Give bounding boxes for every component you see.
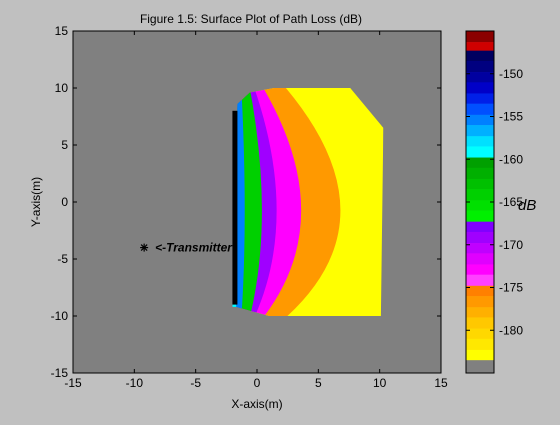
colorbar-segment	[466, 328, 494, 340]
contour-band	[232, 88, 245, 316]
x-axis-ticks: -15 -10 -5 0 5 10 15	[64, 31, 448, 390]
transmitter-layer: <-Transmitter	[140, 241, 233, 255]
chart-title: Figure 1.5: Surface Plot of Path Loss (d…	[140, 12, 362, 26]
y-axis-label: Y-axis(m)	[29, 177, 43, 227]
colorbar-segment	[466, 274, 494, 287]
y-tick-label: -5	[57, 252, 68, 266]
colorbar-segment	[466, 221, 494, 233]
y-tick-label: 10	[55, 81, 69, 95]
y-tick-label: 0	[61, 195, 68, 209]
colorbar-segment	[466, 296, 494, 308]
x-tick-label: 5	[315, 376, 322, 390]
colorbar-segment	[466, 189, 494, 201]
transmitter-label: <-Transmitter	[155, 241, 233, 255]
colorbar-ticks: -150 -155 -160 -165 -170 -175 -180	[466, 67, 523, 337]
colorbar-segment	[466, 231, 494, 244]
colorbar-segment	[466, 253, 494, 265]
wall-bar	[232, 110, 238, 305]
colorbar-segment	[466, 114, 494, 126]
y-tick-label: 15	[55, 24, 69, 38]
surface-region	[232, 88, 384, 316]
colorbar-segment	[466, 167, 494, 180]
colorbar-segment	[466, 349, 494, 361]
colorbar-tick-label: -150	[499, 67, 523, 81]
colorbar	[465, 30, 495, 374]
colorbar-segment	[466, 264, 494, 275]
colorbar-segment	[466, 157, 494, 169]
x-tick-label: -15	[64, 376, 82, 390]
colorbar-segment	[466, 178, 494, 190]
colorbar-label: dB	[518, 197, 536, 214]
colorbar-segment	[466, 200, 494, 211]
wall-layer	[232, 110, 238, 305]
colorbar-segment	[466, 50, 494, 62]
colorbar-segment	[466, 72, 494, 83]
colorbar-segment	[466, 146, 494, 158]
x-tick-label: -5	[190, 376, 201, 390]
x-tick-label: 0	[254, 376, 261, 390]
colorbar-segment	[466, 42, 494, 51]
colorbar-segment	[466, 307, 494, 318]
colorbar-segment	[466, 338, 494, 351]
x-tick-label: -10	[126, 376, 144, 390]
colorbar-tick-label: -175	[499, 281, 523, 295]
colorbar-tick-label: -160	[499, 152, 523, 166]
colorbar-segment	[466, 136, 494, 147]
colorbar-tick-label: -170	[499, 238, 523, 252]
colorbar-segment	[466, 93, 494, 104]
y-tick-label: -15	[51, 366, 69, 380]
y-tick-label: 5	[61, 138, 68, 152]
colorbar-segment	[466, 60, 494, 73]
colorbar-tick-label: -155	[499, 110, 523, 124]
x-tick-label: 15	[434, 376, 448, 390]
colorbar-segment	[466, 243, 494, 254]
y-tick-label: -10	[51, 309, 69, 323]
colorbar-segment	[466, 210, 494, 222]
x-tick-label: 10	[373, 376, 387, 390]
colorbar-segment	[466, 125, 494, 137]
colorbar-segment	[466, 103, 494, 116]
y-axis-ticks: -15 -10 -5 0 5 10 15	[51, 24, 441, 380]
colorbar-segment	[466, 82, 494, 94]
colorbar-tick-label: -180	[499, 323, 523, 337]
x-axis-label: X-axis(m)	[231, 397, 282, 411]
colorbar-segment	[466, 317, 494, 329]
colorbar-segment	[466, 285, 494, 297]
colorbar-segment	[466, 360, 494, 374]
colorbar-segment	[466, 31, 494, 43]
colorbar-tick-label: -165	[499, 195, 523, 209]
transmitter-marker	[140, 243, 149, 252]
